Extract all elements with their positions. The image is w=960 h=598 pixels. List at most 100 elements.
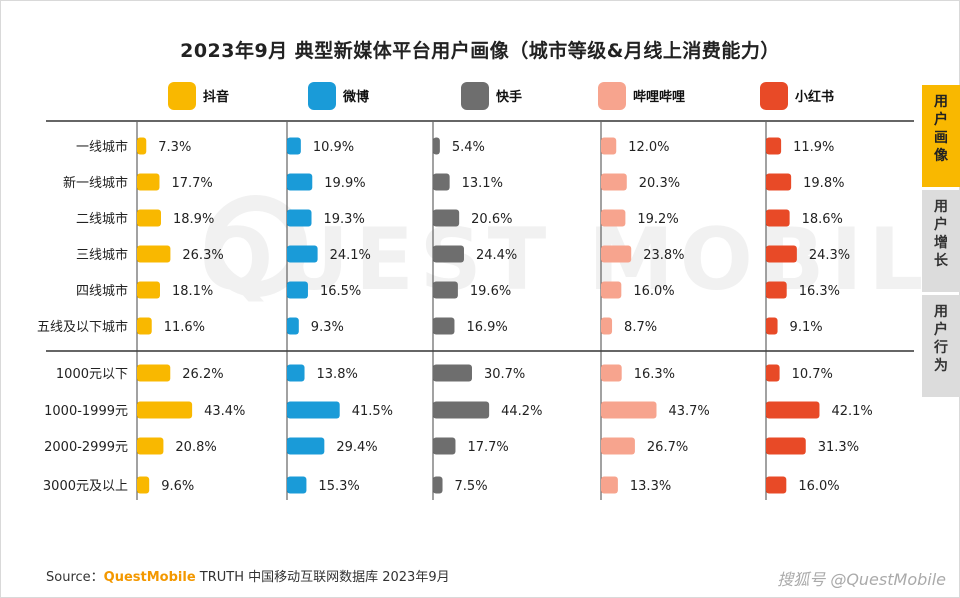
value-label-s0-r8: 20.8% <box>175 440 216 455</box>
bar-s2-r8 <box>433 437 456 455</box>
tab-user-behavior-label: 用户行为 <box>934 304 948 374</box>
value-label-s0-r5: 11.6% <box>164 320 205 335</box>
value-label-s4-r2: 18.6% <box>802 212 843 227</box>
value-label-s3-r2: 19.2% <box>637 212 678 227</box>
source-brand: QuestMobile <box>103 570 196 585</box>
bar-s1-r9 <box>287 476 307 494</box>
bar-s3-r3 <box>601 245 632 263</box>
category-label-5: 五线及以下城市 <box>37 319 128 335</box>
value-label-s2-r8: 17.7% <box>467 440 508 455</box>
value-label-s2-r0: 5.4% <box>452 140 485 155</box>
bar-s2-r2 <box>433 209 460 227</box>
xiaohongshu-icon <box>760 82 788 110</box>
bar-s1-r3 <box>287 245 318 263</box>
category-label-7: 1000-1999元 <box>44 404 128 419</box>
bar-s0-r6 <box>137 364 171 382</box>
series-name-0: 抖音 <box>203 89 229 105</box>
bar-s4-r3 <box>766 245 797 263</box>
bar-s3-r4 <box>601 281 622 299</box>
chart-title: 2023年9月 典型新媒体平台用户画像（城市等级&月线上消费能力） <box>180 40 780 62</box>
value-label-s1-r8: 29.4% <box>336 440 377 455</box>
bar-s4-r5 <box>766 317 778 335</box>
bar-s4-r8 <box>766 437 806 455</box>
series-name-2: 快手 <box>496 89 522 105</box>
bar-s3-r1 <box>601 173 627 191</box>
bar-s3-r8 <box>601 437 635 455</box>
bar-s0-r9 <box>137 476 150 494</box>
weibo-icon <box>308 82 336 110</box>
value-label-s3-r7: 43.7% <box>668 404 709 419</box>
tab-user-growth-label: 用户增长 <box>934 199 948 269</box>
value-label-s3-r0: 12.0% <box>628 140 669 155</box>
value-label-s2-r6: 30.7% <box>484 367 525 382</box>
value-label-s4-r7: 42.1% <box>831 404 872 419</box>
bar-s3-r9 <box>601 476 618 494</box>
value-label-s1-r9: 15.3% <box>318 479 359 494</box>
value-label-s4-r0: 11.9% <box>793 140 834 155</box>
bar-s2-r9 <box>433 476 443 494</box>
bar-s1-r1 <box>287 173 313 191</box>
tab-user-behavior[interactable]: 用户行为 <box>922 295 960 397</box>
bar-s2-r5 <box>433 317 455 335</box>
bar-s4-r0 <box>766 137 782 155</box>
bar-s1-r2 <box>287 209 312 227</box>
bar-s4-r6 <box>766 364 780 382</box>
bar-s3-r5 <box>601 317 613 335</box>
value-label-s0-r7: 43.4% <box>204 404 245 419</box>
value-label-s2-r5: 16.9% <box>466 320 507 335</box>
source-prefix: Source： <box>46 570 104 585</box>
value-label-s4-r8: 31.3% <box>818 440 859 455</box>
bar-s3-r2 <box>601 209 626 227</box>
tab-user-growth[interactable]: 用户增长 <box>922 190 960 292</box>
value-label-s4-r3: 24.3% <box>809 248 850 263</box>
bar-s1-r8 <box>287 437 325 455</box>
value-label-s3-r1: 20.3% <box>639 176 680 191</box>
source-suffix: TRUTH 中国移动互联网数据库 2023年9月 <box>195 570 450 585</box>
value-label-s2-r1: 13.1% <box>462 176 503 191</box>
category-label-8: 2000-2999元 <box>44 440 128 455</box>
bar-s2-r3 <box>433 245 464 263</box>
bar-s2-r6 <box>433 364 472 382</box>
value-label-s1-r1: 19.9% <box>324 176 365 191</box>
kuaishou-icon <box>461 82 489 110</box>
value-label-s1-r0: 10.9% <box>313 140 354 155</box>
bar-s4-r2 <box>766 209 790 227</box>
value-label-s4-r5: 9.1% <box>790 320 823 335</box>
value-label-s2-r3: 24.4% <box>476 248 517 263</box>
value-label-s3-r9: 13.3% <box>630 479 671 494</box>
value-label-s2-r2: 20.6% <box>471 212 512 227</box>
value-label-s2-r7: 44.2% <box>501 404 542 419</box>
value-label-s3-r8: 26.7% <box>647 440 688 455</box>
category-label-6: 1000元以下 <box>56 367 128 382</box>
bar-s2-r0 <box>433 137 440 155</box>
series-name-1: 微博 <box>342 89 369 105</box>
bar-s1-r5 <box>287 317 299 335</box>
bar-s3-r0 <box>601 137 617 155</box>
value-label-s0-r1: 17.7% <box>171 176 212 191</box>
bar-s0-r7 <box>137 401 193 419</box>
bar-s1-r7 <box>287 401 340 419</box>
bar-s3-r6 <box>601 364 622 382</box>
tab-user-profile[interactable]: 用户画像 <box>922 85 960 187</box>
bar-s0-r4 <box>137 281 160 299</box>
bar-s0-r3 <box>137 245 171 263</box>
category-label-1: 新一线城市 <box>63 175 128 191</box>
value-label-s3-r4: 16.0% <box>633 284 674 299</box>
tiktok-icon <box>168 82 196 110</box>
value-label-s0-r3: 26.3% <box>182 248 223 263</box>
category-label-9: 3000元及以上 <box>43 479 128 494</box>
bar-s2-r1 <box>433 173 450 191</box>
value-label-s3-r6: 16.3% <box>634 367 675 382</box>
bar-s4-r4 <box>766 281 787 299</box>
value-label-s1-r4: 16.5% <box>320 284 361 299</box>
bar-s0-r2 <box>137 209 162 227</box>
category-label-0: 一线城市 <box>76 139 128 155</box>
value-label-s4-r1: 19.8% <box>803 176 844 191</box>
bar-s4-r1 <box>766 173 792 191</box>
bar-s0-r1 <box>137 173 160 191</box>
category-label-3: 三线城市 <box>76 247 128 263</box>
value-label-s4-r4: 16.3% <box>799 284 840 299</box>
watermark: QUEST MOBILE <box>200 210 960 310</box>
bar-s0-r0 <box>137 137 147 155</box>
